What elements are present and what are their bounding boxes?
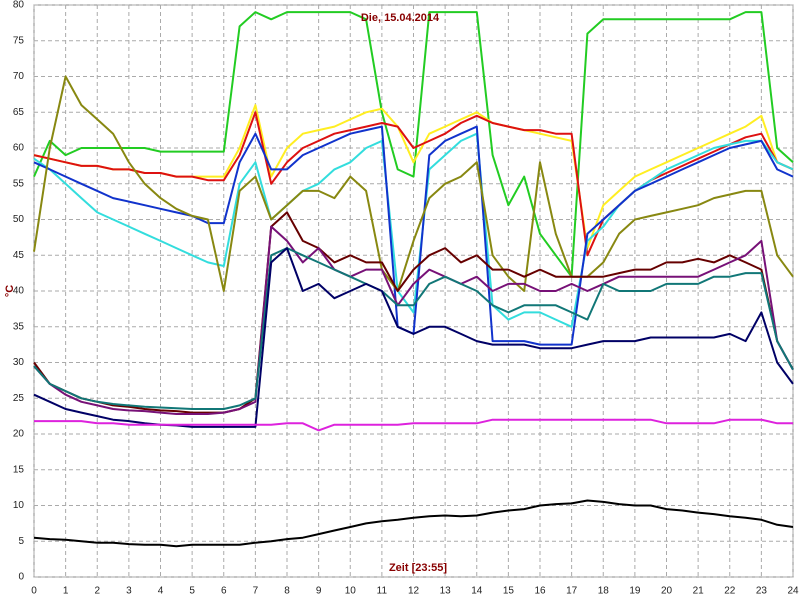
y-axis-label: °C [4,285,16,297]
series-line [33,111,794,257]
x-tick-label: 0 [31,586,37,597]
y-tick-label: 45 [13,250,25,261]
y-tick-label: 15 [13,464,25,475]
series-line [33,499,794,548]
series-line [34,418,793,432]
x-tick-label: 7 [253,586,259,597]
x-tick-label: 5 [189,586,195,597]
x-tick-label: 22 [724,586,736,597]
x-tick-label: 19 [629,586,641,597]
y-tick-label: 55 [13,178,25,189]
series-line [33,225,794,415]
y-tick-label: 50 [13,214,25,225]
y-tick-label: 0 [18,572,24,583]
x-tick-label: 6 [221,586,227,597]
x-tick-label: 16 [534,586,546,597]
chart-title: Die, 15.04.2014 [361,12,440,24]
grid [33,4,794,578]
x-tick-label: 24 [787,586,799,597]
series-line [33,75,794,292]
x-axis-label: Zeit [23:55] [389,562,447,574]
x-tick-label: 20 [661,586,673,597]
x-tick-label: 2 [94,586,100,597]
lines [33,11,794,548]
series-line [33,211,794,414]
y-tick-label: 25 [13,393,25,404]
x-tick-label: 23 [756,586,768,597]
y-tick-label: 80 [13,0,25,11]
x-tick-label: 3 [126,586,132,597]
y-tick-label: 20 [13,429,25,440]
x-tick-label: 1 [63,586,69,597]
y-tick-label: 35 [13,321,25,332]
y-tick-label: 40 [13,286,25,297]
y-tick-label: 60 [13,143,25,154]
y-tick-label: 65 [13,107,25,118]
series-line [33,11,794,278]
x-tick-label: 11 [377,586,388,597]
x-tick-label: 17 [566,586,578,597]
y-tick-label: 10 [13,500,25,511]
x-tick-label: 8 [284,586,290,597]
series-line [33,247,794,410]
y-tick-label: 70 [13,71,25,82]
y-tick-label: 30 [13,357,25,368]
x-tick-label: 18 [598,586,610,597]
series-line [33,132,794,328]
x-tick-label: 21 [693,586,705,597]
x-tick-label: 10 [345,586,357,597]
x-tick-label: 9 [316,586,322,597]
y-tick-label: 75 [13,35,25,46]
x-tick-label: 4 [158,586,164,597]
x-tick-label: 15 [503,586,515,597]
x-tick-label: 12 [408,586,420,597]
x-tick-label: 14 [471,586,483,597]
y-tick-label: 5 [18,536,24,547]
x-tick-label: 13 [440,586,452,597]
